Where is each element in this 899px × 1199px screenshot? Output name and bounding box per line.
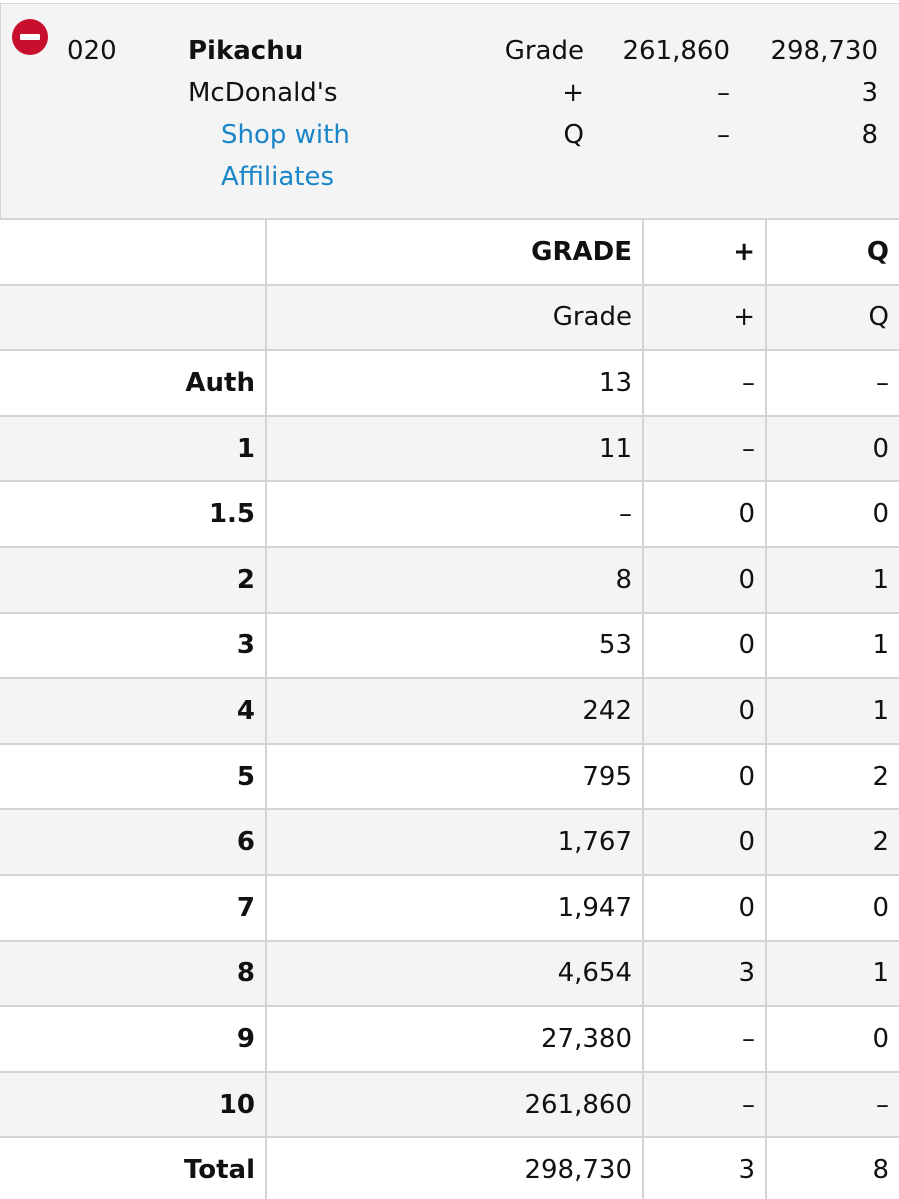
shop-affiliates-link[interactable]: Shop with: [221, 120, 350, 150]
table-header-row: GRADE + Q: [0, 218, 899, 286]
table-row: 1.5–0 0: [0, 480, 899, 548]
row-plus-count: 0: [642, 480, 767, 548]
row-q-count: 0: [765, 873, 899, 942]
summary-label-q: Q: [563, 120, 584, 150]
summary-label-grade: Grade: [504, 36, 584, 66]
summary-q-col1: –: [717, 120, 730, 150]
row-plus-count: 0: [642, 677, 767, 745]
row-q-count: 0: [765, 1005, 899, 1073]
row-grade-count: 27,380: [265, 1005, 644, 1073]
row-plus-count: –: [642, 349, 767, 417]
card-number: 020: [67, 36, 117, 66]
row-plus-count: –: [642, 414, 767, 483]
table-row: 4 242 0 1: [0, 677, 899, 745]
row-grade-label: 10: [0, 1070, 267, 1139]
row-q-count: 2: [765, 742, 899, 811]
table-row: 3 53 0 1: [0, 611, 899, 680]
table-row: 8 4,654 3 1: [0, 939, 899, 1008]
header-plus: +: [642, 218, 767, 286]
table-row: 1 11–0: [0, 414, 899, 483]
row-plus-count: 3: [642, 939, 767, 1008]
subheader-q: Q: [765, 283, 899, 352]
table-row: 7 1,947 0 0: [0, 873, 899, 942]
row-grade-label: Total: [0, 1136, 267, 1199]
row-grade-label: 3: [0, 611, 267, 680]
row-q-count: 8: [765, 1136, 899, 1199]
summary-q-col2: 8: [861, 120, 878, 150]
row-plus-count: –: [642, 1005, 767, 1073]
row-plus-count: 0: [642, 742, 767, 811]
summary-grade-col2: 298,730: [770, 36, 878, 66]
minus-circle-icon[interactable]: [12, 19, 48, 55]
row-grade-label: 9: [0, 1005, 267, 1073]
row-grade-label: 5: [0, 742, 267, 811]
row-grade-count: 242: [265, 677, 644, 745]
row-grade-count: 795: [265, 742, 644, 811]
header-cell: [0, 218, 267, 286]
card-name: Pikachu: [188, 36, 304, 66]
header-grade: GRADE: [265, 218, 644, 286]
row-grade-label: 1.5: [0, 480, 267, 548]
table-subheader-row: Grade + Q: [0, 283, 899, 352]
row-q-count: 2: [765, 808, 899, 876]
subheader-grade: Grade: [265, 283, 644, 352]
row-plus-count: –: [642, 1070, 767, 1139]
row-grade-count: 13: [265, 349, 644, 417]
table-row: Total 298,730 3 8: [0, 1136, 899, 1199]
row-plus-count: 0: [642, 545, 767, 614]
summary-plus-col2: 3: [861, 78, 878, 108]
table-row: 9 27,380–0: [0, 1005, 899, 1073]
row-q-count: 1: [765, 611, 899, 680]
table-row: Auth 13– –: [0, 349, 899, 417]
table-row: 5 795 0 2: [0, 742, 899, 811]
row-grade-count: 261,860: [265, 1070, 644, 1139]
row-q-count: 0: [765, 480, 899, 548]
summary-plus-col1: –: [717, 78, 730, 108]
table-row: 10 261,860– –: [0, 1070, 899, 1139]
row-grade-label: Auth: [0, 349, 267, 417]
row-grade-count: 11: [265, 414, 644, 483]
row-q-count: –: [765, 1070, 899, 1139]
row-grade-count: 4,654: [265, 939, 644, 1008]
row-grade-label: 7: [0, 873, 267, 942]
row-grade-count: 1,767: [265, 808, 644, 876]
table-row: 6 1,767 0 2: [0, 808, 899, 876]
row-grade-count: 8: [265, 545, 644, 614]
card-summary: 020 Pikachu McDonald's Shop with Affilia…: [0, 3, 899, 218]
row-grade-label: 2: [0, 545, 267, 614]
row-plus-count: 0: [642, 873, 767, 942]
row-grade-label: 1: [0, 414, 267, 483]
shop-affiliates-link-line2[interactable]: Affiliates: [221, 162, 335, 192]
subheader-cell: [0, 283, 267, 352]
row-q-count: 0: [765, 414, 899, 483]
population-table: GRADE + Q Grade + Q Auth 13– –1 11–0 1.5–0 0 2…: [0, 218, 899, 1199]
card-set: McDonald's: [188, 78, 338, 108]
row-grade-label: 4: [0, 677, 267, 745]
row-q-count: 1: [765, 677, 899, 745]
row-grade-count: –: [265, 480, 644, 548]
summary-label-plus: +: [562, 78, 584, 108]
header-q: Q: [765, 218, 899, 286]
summary-grade-col1: 261,860: [622, 36, 730, 66]
row-grade-label: 6: [0, 808, 267, 876]
row-plus-count: 0: [642, 611, 767, 680]
row-q-count: 1: [765, 939, 899, 1008]
row-grade-label: 8: [0, 939, 267, 1008]
row-q-count: –: [765, 349, 899, 417]
row-plus-count: 0: [642, 808, 767, 876]
row-q-count: 1: [765, 545, 899, 614]
row-grade-count: 1,947: [265, 873, 644, 942]
row-grade-count: 298,730: [265, 1136, 644, 1199]
row-grade-count: 53: [265, 611, 644, 680]
row-plus-count: 3: [642, 1136, 767, 1199]
subheader-plus: +: [642, 283, 767, 352]
